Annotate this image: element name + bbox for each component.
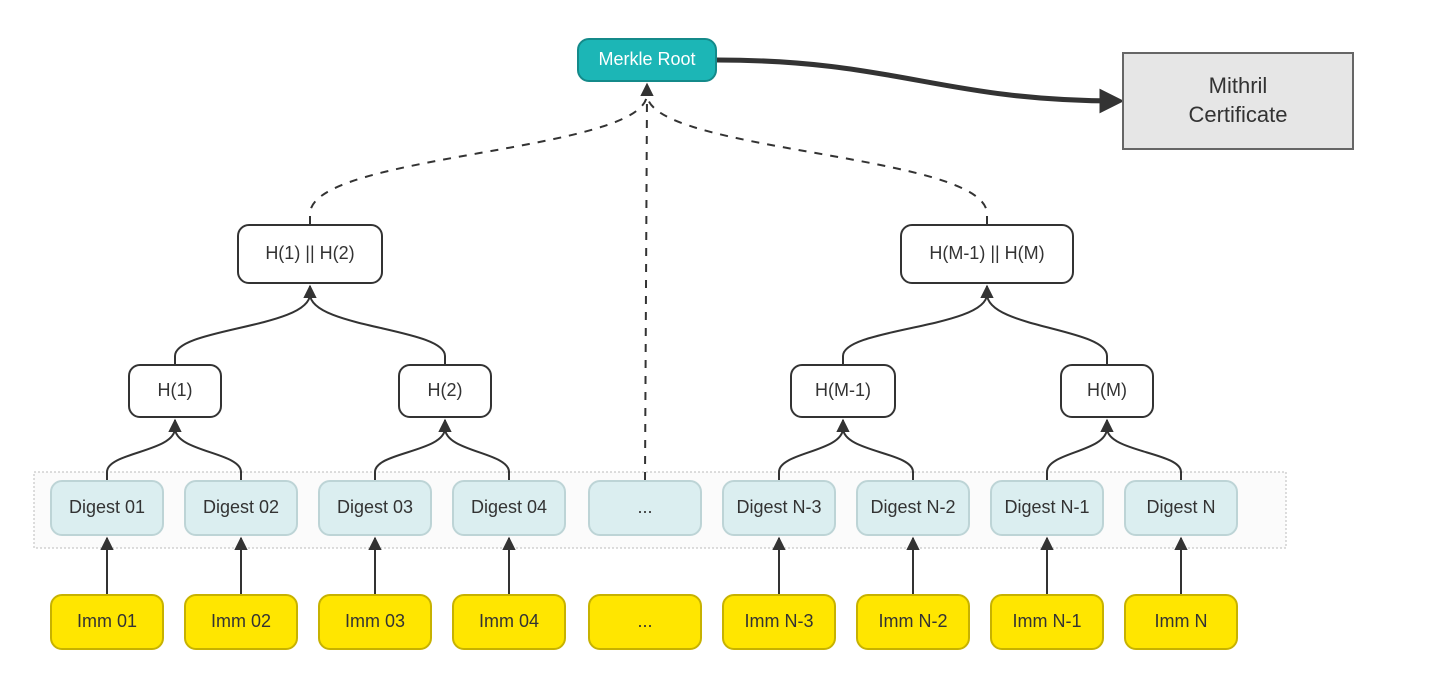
edge-root-cert [717, 60, 1118, 101]
node-in: Imm N [1124, 594, 1238, 650]
node-dn: Digest N [1124, 480, 1238, 536]
node-int_right: H(M-1) || H(M) [900, 224, 1074, 284]
node-d2: Digest 02 [184, 480, 298, 536]
merge-dn [1107, 428, 1181, 480]
node-hm1: H(M-1) [790, 364, 896, 418]
node-int_left: H(1) || H(2) [237, 224, 383, 284]
node-h1: H(1) [128, 364, 222, 418]
merge-hm [987, 294, 1107, 364]
merge-hm1 [843, 294, 987, 364]
node-d1: Digest 01 [50, 480, 164, 536]
node-i2: Imm 02 [184, 594, 298, 650]
merge-d1 [107, 428, 175, 480]
node-d3: Digest 03 [318, 480, 432, 536]
node-i3: Imm 03 [318, 594, 432, 650]
node-i_dots: ... [588, 594, 702, 650]
node-dn2: Digest N-2 [856, 480, 970, 536]
dash-right [647, 94, 987, 224]
merge-h2 [310, 294, 445, 364]
node-dn1: Digest N-1 [990, 480, 1104, 536]
node-in2: Imm N-2 [856, 594, 970, 650]
node-i1: Imm 01 [50, 594, 164, 650]
merge-d3 [375, 428, 445, 480]
node-root: Merkle Root [577, 38, 717, 82]
merge-dn3 [779, 428, 843, 480]
node-d_dots: ... [588, 480, 702, 536]
dash-mid [645, 94, 647, 480]
node-hm: H(M) [1060, 364, 1154, 418]
node-d4: Digest 04 [452, 480, 566, 536]
node-in1: Imm N-1 [990, 594, 1104, 650]
node-cert: Mithril Certificate [1122, 52, 1354, 150]
merge-dn2 [843, 428, 913, 480]
dash-left [310, 94, 647, 224]
node-i4: Imm 04 [452, 594, 566, 650]
merge-dn1 [1047, 428, 1107, 480]
merge-d4 [445, 428, 509, 480]
node-dn3: Digest N-3 [722, 480, 836, 536]
node-h2: H(2) [398, 364, 492, 418]
merge-d2 [175, 428, 241, 480]
merge-h1 [175, 294, 310, 364]
node-in3: Imm N-3 [722, 594, 836, 650]
